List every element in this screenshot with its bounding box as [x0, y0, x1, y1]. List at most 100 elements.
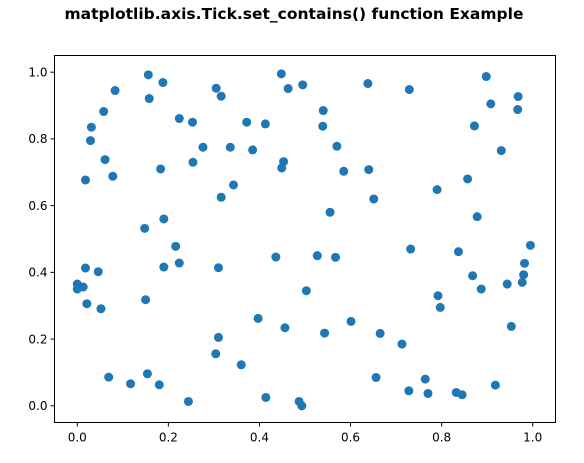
scatter-point: [280, 323, 290, 333]
scatter-point: [158, 78, 168, 88]
scatter-point: [80, 263, 90, 273]
x-tick-label: 0.8: [432, 431, 451, 445]
scatter-point: [476, 284, 486, 294]
y-tick-label: 0.6: [28, 199, 47, 213]
scatter-point: [397, 339, 407, 349]
scatter-point: [142, 369, 152, 379]
scatter-point: [141, 295, 151, 305]
scatter-point: [506, 321, 516, 331]
scatter-point: [375, 328, 385, 338]
scatter-point: [216, 192, 226, 202]
scatter-point: [346, 316, 356, 326]
scatter-point: [188, 157, 198, 167]
scatter-point: [78, 282, 88, 292]
scatter-point: [236, 360, 246, 370]
scatter-point: [126, 379, 136, 389]
x-tick-label: 1.0: [523, 431, 542, 445]
scatter-point: [183, 396, 193, 406]
scatter-point: [502, 279, 512, 289]
plot-frame: [54, 55, 556, 423]
scatter-point: [213, 263, 223, 273]
scatter-point: [490, 380, 500, 390]
scatter-point: [174, 114, 184, 124]
scatter-point: [143, 70, 153, 80]
scatter-point: [253, 313, 263, 323]
scatter-point: [198, 142, 208, 152]
y-tick-label: 0.4: [28, 266, 47, 280]
scatter-point: [211, 349, 221, 359]
scatter-point: [82, 299, 92, 309]
y-axis: 0.0 0.2 0.4 0.6 0.8 1.0: [28, 65, 55, 413]
scatter-point: [298, 80, 308, 90]
scatter-point: [331, 252, 341, 262]
scatter-point: [472, 212, 482, 222]
scatter-point: [283, 84, 293, 94]
data-points: [72, 69, 535, 411]
scatter-point: [174, 258, 184, 268]
scatter-point: [211, 83, 221, 93]
scatter-point: [159, 214, 169, 224]
scatter-point: [481, 72, 491, 82]
scatter-point: [517, 277, 527, 287]
x-axis: 0.0 0.2 0.4 0.6 0.8 1.0: [68, 422, 542, 445]
scatter-point: [276, 69, 286, 79]
scatter-point: [154, 380, 164, 390]
scatter-point: [371, 372, 381, 382]
x-tick-label: 0.6: [341, 431, 360, 445]
scatter-point: [261, 392, 271, 402]
scatter-point: [363, 79, 373, 89]
scatter-point: [110, 86, 120, 96]
scatter-point: [404, 85, 414, 95]
scatter-point: [312, 251, 322, 261]
scatter-point: [301, 286, 311, 296]
scatter-point: [519, 270, 529, 280]
scatter-point: [248, 145, 258, 155]
scatter-point: [93, 267, 103, 277]
scatter-point: [108, 171, 118, 181]
y-tick-label: 0.8: [28, 132, 47, 146]
y-tick-label: 0.2: [28, 332, 47, 346]
scatter-point: [228, 180, 238, 190]
scatter-point: [225, 142, 235, 152]
scatter-point: [104, 372, 114, 382]
scatter-point: [486, 99, 496, 109]
scatter-point: [271, 252, 281, 262]
scatter-point: [457, 390, 467, 400]
scatter-point: [420, 374, 430, 384]
scatter-point: [279, 157, 289, 167]
scatter-point: [325, 207, 335, 217]
scatter-point: [159, 262, 169, 272]
scatter-point: [520, 258, 530, 268]
scatter-point: [216, 91, 226, 101]
scatter-point: [318, 121, 328, 131]
scatter-point: [468, 271, 478, 281]
scatter-point: [140, 223, 150, 233]
scatter-point: [156, 164, 166, 174]
x-tick-label: 0.4: [250, 431, 269, 445]
scatter-point: [171, 241, 181, 251]
scatter-point: [433, 291, 443, 301]
scatter-point: [213, 332, 223, 342]
scatter-point: [435, 302, 445, 312]
y-tick-label: 1.0: [28, 65, 47, 79]
scatter-point: [260, 119, 270, 129]
scatter-point: [496, 146, 506, 156]
scatter-point: [369, 194, 379, 204]
scatter-point: [453, 247, 463, 257]
scatter-point: [99, 107, 109, 117]
scatter-point: [100, 155, 110, 165]
scatter-point: [297, 401, 307, 411]
scatter-point: [423, 388, 433, 398]
scatter-point: [144, 94, 154, 104]
scatter-point: [339, 166, 349, 176]
scatter-point: [406, 244, 416, 254]
scatter-point: [242, 117, 252, 127]
scatter-point: [463, 174, 473, 184]
scatter-point: [469, 121, 479, 131]
scatter-point: [86, 122, 96, 132]
scatter-point: [96, 304, 106, 314]
chart-title: matplotlib.axis.Tick.set_contains() func…: [65, 5, 524, 23]
scatter-point: [85, 136, 95, 146]
scatter-point: [80, 175, 90, 185]
